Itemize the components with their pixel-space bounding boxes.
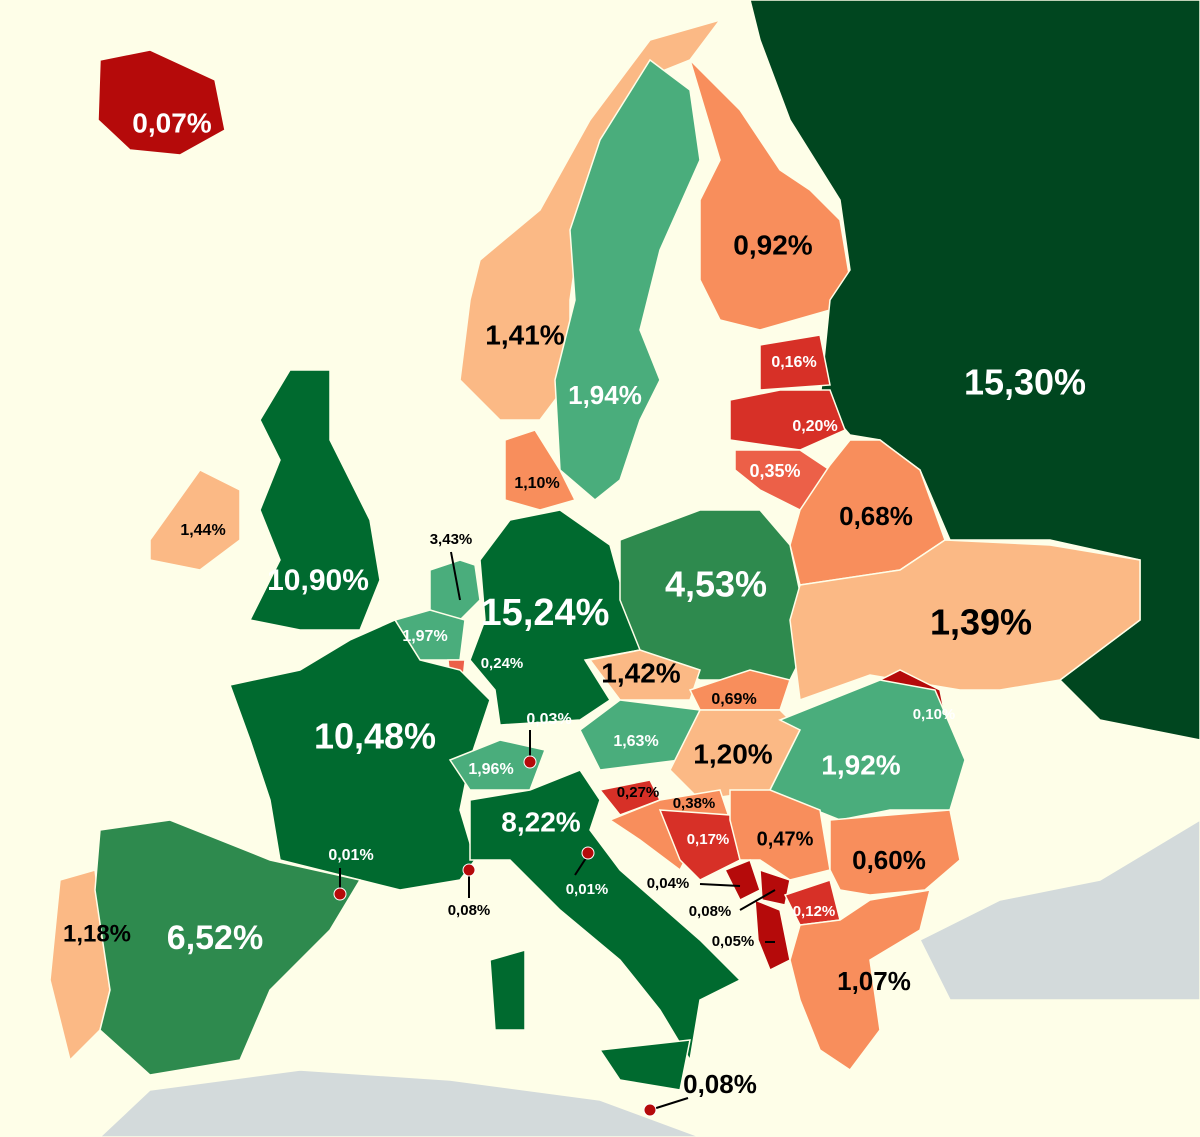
region-label: 0,20% (792, 418, 837, 435)
region (504, 429, 577, 511)
region (229, 619, 491, 891)
callout-line (739, 889, 776, 911)
region-label: 1,18% (63, 920, 131, 947)
callout-line (450, 551, 461, 601)
region-label: 15,30% (964, 362, 1086, 403)
region (729, 389, 846, 451)
turkey (918, 819, 1200, 1001)
region-label: 1,41% (485, 319, 564, 350)
labels: 0,07% 1,41%1,94% 0,92% 15,30% 0,16% 0,20% 0,35… (63, 107, 1086, 1098)
region-label: 1,42% (601, 657, 680, 688)
region-label: 1,97% (402, 628, 447, 645)
region-label: 0,35% (749, 461, 800, 481)
region-label: 0,69% (711, 691, 756, 708)
region-label: 0,08% (448, 902, 491, 919)
region (768, 679, 966, 821)
region (94, 819, 362, 1076)
region (759, 868, 791, 906)
region (658, 809, 741, 881)
region-label: 0,01% (328, 847, 373, 864)
region (829, 809, 961, 896)
region (554, 58, 701, 501)
africa (98, 1069, 701, 1137)
region (489, 949, 526, 1031)
region (149, 469, 241, 571)
region-label: 0,08% (683, 1069, 757, 1099)
callouts (333, 551, 776, 1117)
region-label: 15,24% (481, 592, 610, 634)
region-label: 1,10% (514, 475, 559, 492)
region (789, 539, 1141, 702)
region-label: 0,08% (689, 903, 732, 920)
region (759, 334, 831, 391)
region-label: 1,92% (821, 749, 900, 780)
region-label: 0,68% (839, 501, 913, 531)
region-label: 0,16% (771, 354, 816, 371)
region-label: 1,94% (568, 380, 642, 410)
region-label: 0,05% (712, 933, 755, 950)
region (469, 769, 742, 1063)
regions (49, 0, 1200, 1091)
callout-line (699, 883, 741, 887)
region-label: 0,38% (673, 795, 716, 812)
region-label: 10,48% (314, 716, 436, 757)
region-label: 1,07% (837, 966, 911, 996)
region-label: 0,17% (687, 831, 730, 848)
region (248, 369, 381, 631)
region-label: 1,63% (613, 733, 658, 750)
region-label: 0,03% (526, 711, 571, 728)
region-label: 0,27% (617, 784, 660, 801)
region-label: 6,52% (167, 919, 263, 957)
region-label: 0,47% (757, 828, 814, 850)
region (598, 1039, 691, 1091)
region-label: 1,20% (693, 738, 772, 769)
region-label: 0,12% (793, 903, 836, 920)
region-label: 0,10% (913, 706, 956, 723)
region (588, 649, 701, 701)
region (754, 898, 791, 972)
region-label: 10,90% (267, 564, 369, 597)
region-label: 1,39% (930, 602, 1032, 643)
region (97, 49, 226, 156)
region-label: 8,22% (501, 806, 580, 837)
region (789, 439, 946, 586)
region-label: 1,44% (180, 522, 225, 539)
region-label: 0,60% (852, 845, 926, 875)
region-label: 0,04% (647, 875, 690, 892)
region (688, 669, 791, 711)
region (789, 889, 932, 1072)
callout-line (649, 1097, 689, 1111)
microstate-dot (523, 755, 537, 769)
region (469, 509, 641, 726)
region-label: 0,92% (733, 229, 812, 260)
microstate-dot (643, 1103, 657, 1117)
region-label: 0,24% (481, 655, 524, 672)
microstate-dot (581, 846, 595, 860)
region (723, 859, 761, 902)
region-label: 0,07% (132, 107, 211, 138)
region-label: 1,96% (468, 761, 513, 778)
region-label: 3,43% (430, 531, 473, 548)
region-label: 0,01% (566, 881, 609, 898)
region (448, 739, 547, 791)
region-label: 4,53% (665, 564, 767, 605)
microstate-dot (462, 863, 476, 877)
microstate-dot (333, 887, 347, 901)
